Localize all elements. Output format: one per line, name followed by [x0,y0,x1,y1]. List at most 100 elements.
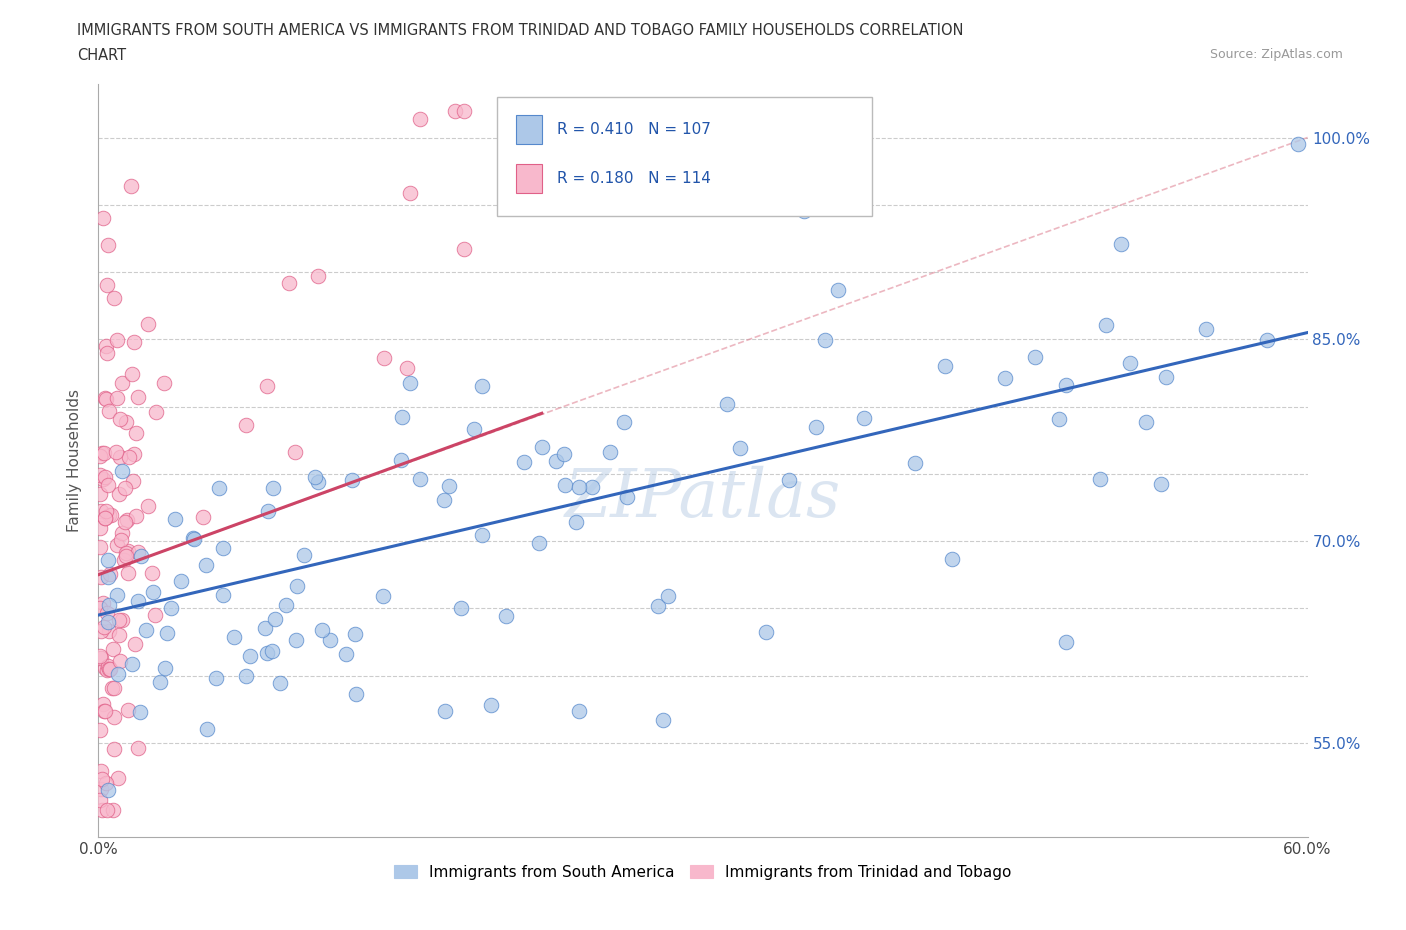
Point [183,531,205,546]
Point [399,375,422,390]
Point [89,723,111,737]
Y-axis label: Family Households: Family Households [67,389,83,532]
Point [124,426,146,441]
Point [994,370,1017,385]
Point [453,103,475,118]
Point [156,625,179,640]
Point [235,669,257,684]
Point [1047,412,1070,427]
Point [1256,333,1278,348]
Point [1109,236,1132,251]
Point [142,585,165,600]
Point [278,276,301,291]
Point [117,565,139,580]
Point [568,480,591,495]
Point [274,597,297,612]
Point [121,366,143,381]
Point [399,186,422,201]
Point [97,569,120,584]
Point [112,552,135,567]
Point [107,770,129,785]
Point [716,397,738,412]
Point [804,419,827,434]
Point [94,392,117,406]
Point [728,441,751,456]
Point [96,776,118,790]
Point [96,339,118,353]
Point [129,704,152,719]
Point [105,588,128,603]
Point [90,650,112,665]
Point [98,508,121,523]
Point [97,662,120,677]
Point [114,545,136,560]
Point [530,440,553,455]
Point [450,600,472,615]
Point [755,624,778,639]
Point [471,379,494,393]
Text: R = 0.410   N = 107: R = 0.410 N = 107 [557,122,710,137]
Point [89,539,111,554]
Point [91,596,114,611]
Point [117,544,139,559]
Point [195,722,218,737]
Point [111,376,134,391]
Point [108,653,131,668]
Point [344,686,367,701]
Point [117,512,139,527]
Point [934,358,956,373]
Point [97,404,120,418]
Point [127,593,149,608]
Point [98,623,121,638]
Point [118,449,141,464]
Point [125,509,148,524]
Point [108,411,131,426]
Legend: Immigrants from South America, Immigrants from Trinidad and Tobago: Immigrants from South America, Immigrant… [388,858,1018,886]
Point [904,456,927,471]
Point [941,551,963,566]
Point [239,648,262,663]
Point [616,490,638,505]
Point [235,418,257,432]
Point [90,503,112,518]
Point [100,508,122,523]
Point [96,803,118,817]
Point [115,415,138,430]
Point [194,558,217,573]
Point [100,680,122,695]
Point [211,541,233,556]
Point [1119,356,1142,371]
Point [285,632,308,647]
Point [1024,350,1046,365]
Point [89,648,111,663]
Point [111,613,134,628]
Point [98,566,121,581]
Point [122,335,145,350]
Point [453,242,475,257]
Point [89,521,111,536]
Point [97,552,120,567]
Point [827,283,849,298]
Point [94,391,117,405]
Point [471,527,494,542]
Point [94,511,117,525]
Point [91,472,114,486]
Point [389,453,412,468]
Point [117,702,139,717]
Point [256,646,278,661]
Text: CHART: CHART [77,48,127,63]
Point [108,628,131,643]
Point [108,486,131,501]
Point [135,623,157,638]
Point [127,740,149,755]
Point [260,644,283,658]
Point [90,781,112,796]
Point [373,589,395,604]
Point [89,486,111,501]
Point [479,698,502,712]
Point [304,469,326,484]
Point [335,646,357,661]
Point [114,514,136,529]
Point [793,204,815,219]
Point [284,445,307,459]
